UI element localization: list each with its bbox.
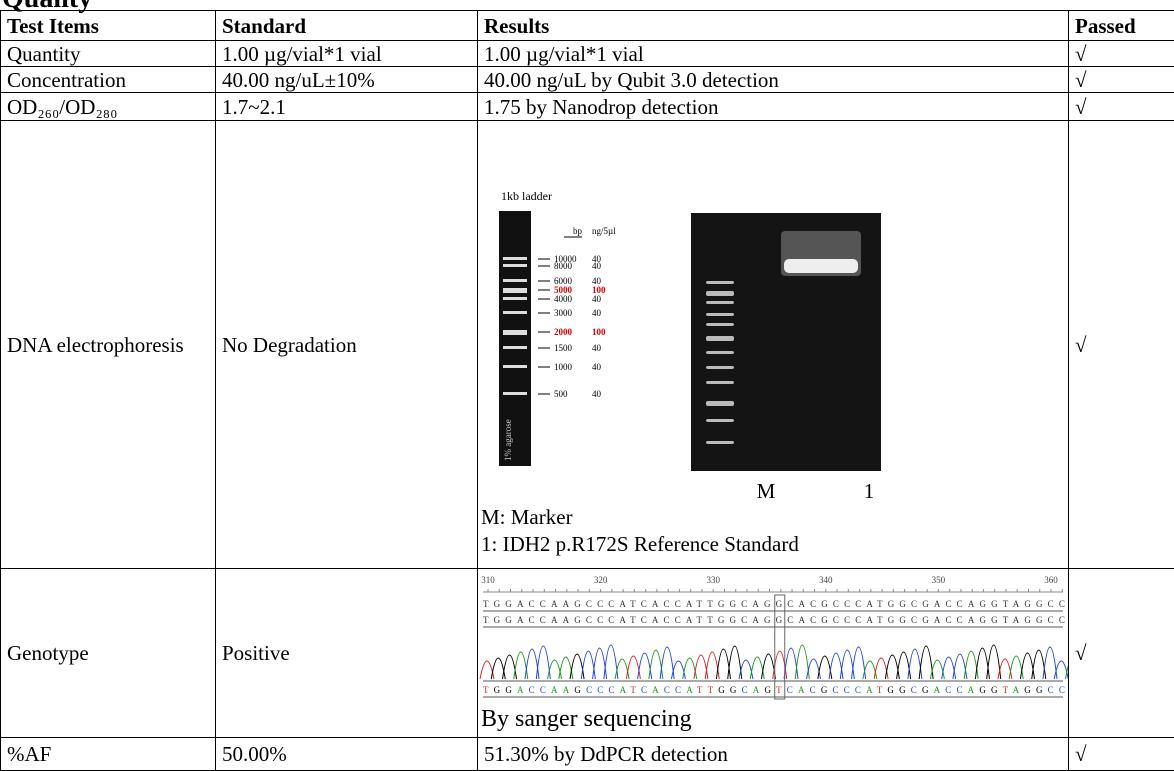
standard-cell: 1.7~2.1 (216, 93, 478, 121)
item-cell: OD₂₆₀/OD₂₈₀ (1, 93, 216, 121)
ladder-bp: 1000 (554, 362, 573, 372)
ladder-band (503, 297, 527, 300)
marker-band (706, 381, 734, 384)
marker-band (706, 351, 734, 354)
ladder-header: ng/5µl (592, 226, 616, 236)
result-cell: 1.00 µg/vial*1 vial (478, 41, 1069, 67)
gel-legend: 1: IDH2 p.R172S Reference Standard (481, 532, 799, 556)
ladder-ng: 40 (592, 261, 602, 271)
marker-band (706, 419, 734, 422)
ladder-bp: 8000 (554, 261, 573, 271)
ladder-band (503, 257, 527, 260)
position-label: 310 (481, 575, 495, 585)
sample-band (784, 259, 858, 273)
item-cell: Genotype (1, 569, 216, 738)
ladder-bp: 3000 (554, 308, 573, 318)
reference-seq: TGGACCAAGCCCATCACCATTGGCAGGCACGCCCATGGCG… (483, 599, 1068, 609)
result-cell: 40.00 ng/uL by Qubit 3.0 detection (478, 67, 1069, 93)
position-label: 360 (1044, 575, 1058, 585)
standard-cell: Positive (216, 569, 478, 738)
header-cell: Passed (1069, 11, 1174, 41)
standard-cell: 1.00 µg/vial*1 vial (216, 41, 478, 67)
ladder-ng: 100 (592, 327, 606, 337)
lane-label: M (757, 479, 776, 503)
ladder-bp: 2000 (554, 327, 573, 337)
ladder-header: bp (573, 226, 583, 236)
marker-band (706, 291, 734, 296)
marker-band (706, 301, 734, 304)
header-cell: Results (478, 11, 1069, 41)
standard-cell: 40.00 ng/uL±10% (216, 67, 478, 93)
page: Quality Test ItemsStandardResultsPassedQ… (0, 0, 1174, 770)
position-label: 350 (932, 575, 946, 585)
ladder-ng: 40 (592, 362, 602, 372)
agarose-label: 1% agarose (503, 419, 513, 461)
ladder-bp: 1500 (554, 343, 573, 353)
result-cell: 1.75 by Nanodrop detection (478, 93, 1069, 121)
gel-legend: M: Marker (481, 505, 573, 529)
ladder-ng: 40 (592, 294, 602, 304)
passed-cell: √ (1069, 121, 1174, 569)
standard-cell: No Degradation (216, 121, 478, 569)
position-label: 330 (706, 575, 720, 585)
marker-band (706, 323, 734, 326)
standard-cell: 50.00% (216, 738, 478, 771)
seq-note: By sanger sequencing (481, 706, 692, 732)
ladder-ng: 40 (592, 389, 602, 399)
marker-band (706, 313, 734, 316)
passed-cell: √ (1069, 569, 1174, 738)
passed-cell: √ (1069, 93, 1174, 121)
ladder-band (503, 311, 527, 314)
marker-band (706, 336, 734, 341)
item-cell: Concentration (1, 67, 216, 93)
marker-band (706, 401, 734, 406)
ladder-bp: 500 (554, 389, 568, 399)
marker-band (706, 366, 734, 369)
ladder-bp: 4000 (554, 294, 573, 304)
position-label: 340 (819, 575, 833, 585)
ladder-band (503, 330, 527, 335)
passed-cell: √ (1069, 738, 1174, 771)
lane-label: 1 (864, 479, 875, 503)
ladder-band (503, 365, 527, 368)
ladder-title: 1kb ladder (501, 189, 552, 203)
header-cell: Standard (216, 11, 478, 41)
passed-cell: √ (1069, 41, 1174, 67)
ladder-ng: 40 (592, 343, 602, 353)
ladder-band (503, 279, 527, 282)
marker-band (706, 441, 734, 444)
ladder-ng: 40 (592, 308, 602, 318)
item-cell: DNA electrophoresis (1, 121, 216, 569)
marker-band (706, 281, 734, 284)
ladder-band (503, 288, 527, 293)
ladder-band (503, 346, 527, 349)
sample-seq: TGGACCAAGCCCATCACCATTGGCAGGCACGCCCATGGCG… (483, 615, 1068, 625)
passed-cell: √ (1069, 67, 1174, 93)
result-cell: 51.30% by DdPCR detection (478, 738, 1069, 771)
ladder-band (503, 392, 527, 395)
item-cell: Quantity (1, 41, 216, 67)
position-label: 320 (594, 575, 608, 585)
header-cell: Test Items (1, 11, 216, 41)
chromatogram: 310 320 330 340 350 360 TGGACCAAGCCCATCACCATTG… (478, 569, 1068, 737)
item-cell: %AF (1, 738, 216, 771)
figure-cell: 310 320 330 340 350 360 TGGACCAAGCCCATCACCATTG… (478, 569, 1069, 738)
ladder-band (503, 264, 527, 267)
